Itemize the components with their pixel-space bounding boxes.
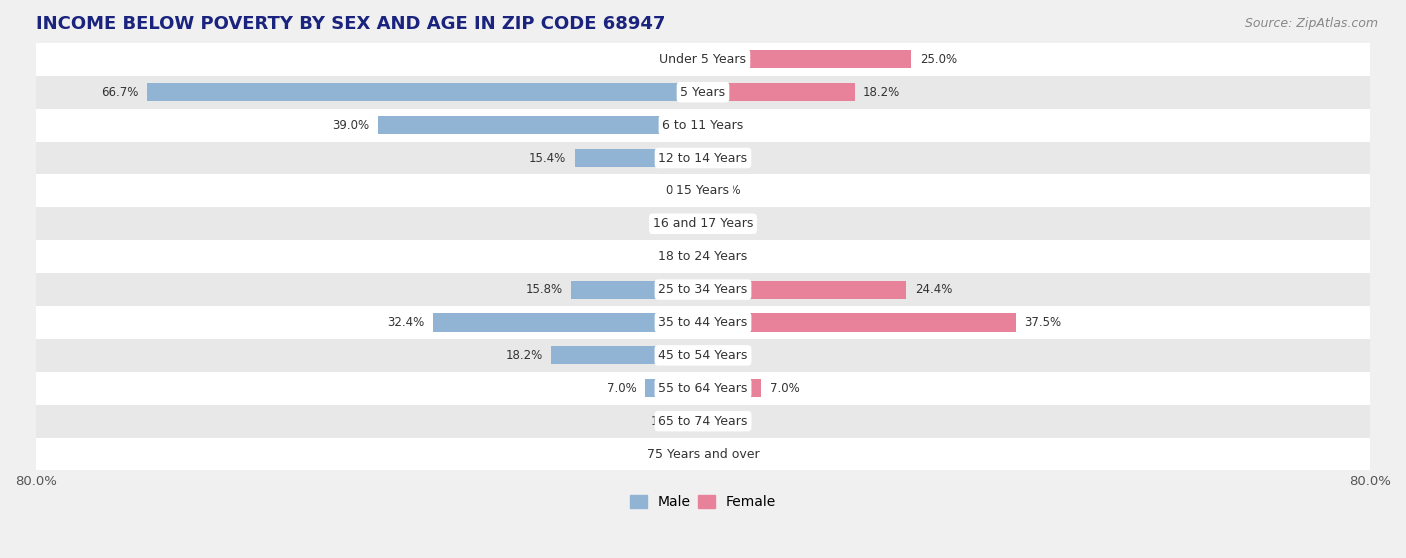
Text: 0.0%: 0.0% [665, 184, 695, 198]
Text: 0.0%: 0.0% [665, 53, 695, 66]
Bar [37, 76, 1369, 109]
Bar [703, 379, 762, 397]
Bar [378, 116, 703, 134]
Text: 15.4%: 15.4% [529, 152, 567, 165]
Text: 0.0%: 0.0% [711, 152, 741, 165]
Text: 45 to 54 Years: 45 to 54 Years [658, 349, 748, 362]
Text: 25 to 34 Years: 25 to 34 Years [658, 283, 748, 296]
Text: 18.2%: 18.2% [863, 86, 900, 99]
Text: 37.5%: 37.5% [1024, 316, 1062, 329]
Legend: Male, Female: Male, Female [624, 490, 782, 515]
Text: 0.0%: 0.0% [711, 217, 741, 230]
Text: 7.0%: 7.0% [606, 382, 637, 395]
Text: 18 to 24 Years: 18 to 24 Years [658, 250, 748, 263]
Text: Under 5 Years: Under 5 Years [659, 53, 747, 66]
Text: 55 to 64 Years: 55 to 64 Years [658, 382, 748, 395]
Text: 35 to 44 Years: 35 to 44 Years [658, 316, 748, 329]
Bar [37, 208, 1369, 240]
Bar [146, 83, 703, 101]
Bar [703, 314, 1015, 331]
Text: 1.7%: 1.7% [651, 415, 681, 427]
Bar [37, 339, 1369, 372]
Bar [575, 149, 703, 167]
Bar [37, 109, 1369, 142]
Text: 15.8%: 15.8% [526, 283, 562, 296]
Bar [644, 379, 703, 397]
Bar [37, 43, 1369, 76]
Text: 12 to 14 Years: 12 to 14 Years [658, 152, 748, 165]
Bar [37, 437, 1369, 470]
Text: 7.0%: 7.0% [769, 382, 800, 395]
Text: 16 and 17 Years: 16 and 17 Years [652, 217, 754, 230]
Text: 32.4%: 32.4% [387, 316, 425, 329]
Bar [703, 281, 907, 299]
Text: 0.0%: 0.0% [711, 184, 741, 198]
Text: 18.2%: 18.2% [506, 349, 543, 362]
Text: 2.5%: 2.5% [733, 448, 762, 460]
Bar [703, 83, 855, 101]
Text: 0.0%: 0.0% [711, 349, 741, 362]
Text: 6 to 11 Years: 6 to 11 Years [662, 119, 744, 132]
Text: 65 to 74 Years: 65 to 74 Years [658, 415, 748, 427]
Bar [37, 142, 1369, 175]
Text: 0.0%: 0.0% [665, 217, 695, 230]
Bar [37, 372, 1369, 405]
Bar [703, 50, 911, 69]
Bar [571, 281, 703, 299]
Text: 0.0%: 0.0% [711, 119, 741, 132]
Text: 25.0%: 25.0% [920, 53, 957, 66]
Text: 24.4%: 24.4% [915, 283, 952, 296]
Text: 39.0%: 39.0% [332, 119, 370, 132]
Text: 15 Years: 15 Years [676, 184, 730, 198]
Bar [703, 445, 724, 463]
Text: 0.0%: 0.0% [665, 448, 695, 460]
Text: Source: ZipAtlas.com: Source: ZipAtlas.com [1244, 17, 1378, 30]
Bar [37, 306, 1369, 339]
Bar [37, 405, 1369, 437]
Bar [37, 175, 1369, 208]
Text: 0.0%: 0.0% [665, 250, 695, 263]
Text: 75 Years and over: 75 Years and over [647, 448, 759, 460]
Bar [37, 273, 1369, 306]
Text: INCOME BELOW POVERTY BY SEX AND AGE IN ZIP CODE 68947: INCOME BELOW POVERTY BY SEX AND AGE IN Z… [37, 15, 665, 33]
Text: 0.0%: 0.0% [711, 415, 741, 427]
Bar [433, 314, 703, 331]
Text: 5 Years: 5 Years [681, 86, 725, 99]
Bar [551, 347, 703, 364]
Bar [37, 240, 1369, 273]
Bar [689, 412, 703, 430]
Text: 66.7%: 66.7% [101, 86, 139, 99]
Text: 0.0%: 0.0% [711, 250, 741, 263]
